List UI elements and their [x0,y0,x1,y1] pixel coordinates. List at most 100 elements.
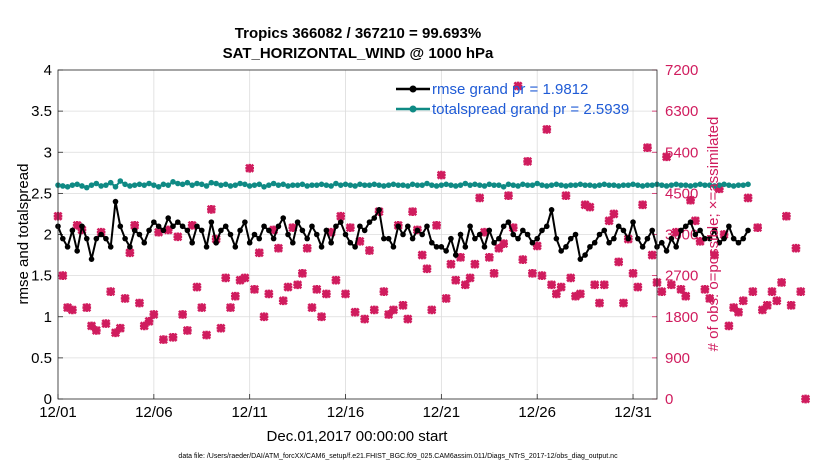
rmse-point [496,235,502,242]
rmse-point [136,231,143,238]
totalspread-point [615,183,622,189]
totalspread-point [112,183,119,190]
y-right-tick-label: 900 [665,350,690,367]
totalspread-point [548,182,555,188]
totalspread-point [246,183,253,189]
rmse-point [371,215,378,221]
totalspread-point [337,182,344,188]
assimilated-obs-point [580,200,590,210]
rmse-point [323,227,330,234]
assimilated-obs-point [690,216,700,226]
rmse-point [59,235,66,242]
totalspread-point [103,182,109,188]
assimilated-obs-point [618,298,628,308]
assimilated-obs-point [561,191,571,201]
x-tick-label: 12/01 [39,404,77,421]
assimilated-obs-point [297,268,307,278]
rmse-point [740,235,747,242]
rmse-point [577,256,584,262]
rmse-point [141,239,148,246]
rmse-point [515,235,521,242]
totalspread-point [419,182,425,188]
rmse-point [237,227,243,234]
rmse-point [606,239,612,246]
rmse-point [366,219,373,225]
rmse-point [639,244,646,250]
rmse-point [472,235,478,242]
assimilated-obs-point [733,307,743,317]
totalspread-point [256,181,263,188]
totalspread-point [294,182,301,188]
rmse-point [381,235,387,242]
totalspread-point [582,182,588,188]
totalspread-point [400,182,406,188]
totalspread-point [706,182,713,188]
legend-label-rmse: rmse grand pr = 1.9812 [432,81,588,98]
totalspread-point [141,182,148,188]
assimilated-obs-point [417,250,427,260]
rmse-point [678,227,684,234]
rmse-point [414,227,421,234]
legend: rmse grand pr = 1.9812 totalspread grand… [396,81,629,118]
assimilated-obs-point [307,303,317,313]
rmse-point [294,219,301,225]
totalspread-point [371,181,378,188]
totalspread-point [285,183,291,189]
rmse-point [64,244,71,250]
rmse-point [520,227,526,234]
rmse-point [88,256,95,262]
assimilated-obs-point [388,305,398,315]
assimilated-obs-point [729,303,739,313]
y-left-tick-label: 1.5 [31,268,52,285]
totalspread-point [208,179,215,186]
rmse-point [682,223,689,230]
assimilated-obs-point [801,394,811,404]
rmse-point [179,223,186,230]
assimilated-obs-point [532,241,542,251]
assimilated-obs-point [604,216,614,226]
rmse-point [309,223,315,230]
x-tick-label: 12/06 [135,404,173,421]
totalspread-point [59,183,66,189]
totalspread-point [630,181,636,188]
rmse-point [697,227,703,234]
totalspread-point [529,182,536,188]
assimilated-obs-point [719,229,729,240]
totalspread-point [524,182,531,188]
rmse-point [218,227,224,234]
totalspread-point [309,182,315,188]
assimilated-obs-point [714,184,724,194]
rmse-point [716,239,723,246]
totalspread-point [687,183,694,189]
assimilated-obs-point [120,293,130,303]
assimilated-obs-point [633,282,643,292]
rmse-point [117,223,124,230]
y-left-tick-label: 2.5 [31,185,52,202]
totalspread-point [203,183,210,189]
totalspread-point [328,183,334,189]
totalspread-point [716,182,723,188]
rmse-point [112,198,119,205]
assimilated-obs-point [484,252,494,262]
totalspread-point [189,182,195,188]
assimilated-obs-point [254,248,264,258]
totalspread-point [184,179,191,186]
rmse-point [333,223,339,230]
totalspread-point [136,181,143,188]
rmse-point [735,239,742,246]
assimilated-obs-point [738,296,748,306]
totalspread-point [520,181,526,188]
assimilated-obs-point [115,323,125,333]
rmse-point [275,223,282,230]
rmse-point [462,244,469,250]
rmse-point [673,244,679,250]
rmse-point [635,235,641,242]
rmse-point [524,231,531,238]
assimilated-obs-point [192,282,202,292]
totalspread-point [481,183,488,189]
assimilated-obs-point [87,321,97,331]
rmse-point [151,219,157,225]
totalspread-point [711,183,718,189]
assimilated-obs-point [369,305,379,315]
y-left-tick-label: 3 [44,144,52,161]
